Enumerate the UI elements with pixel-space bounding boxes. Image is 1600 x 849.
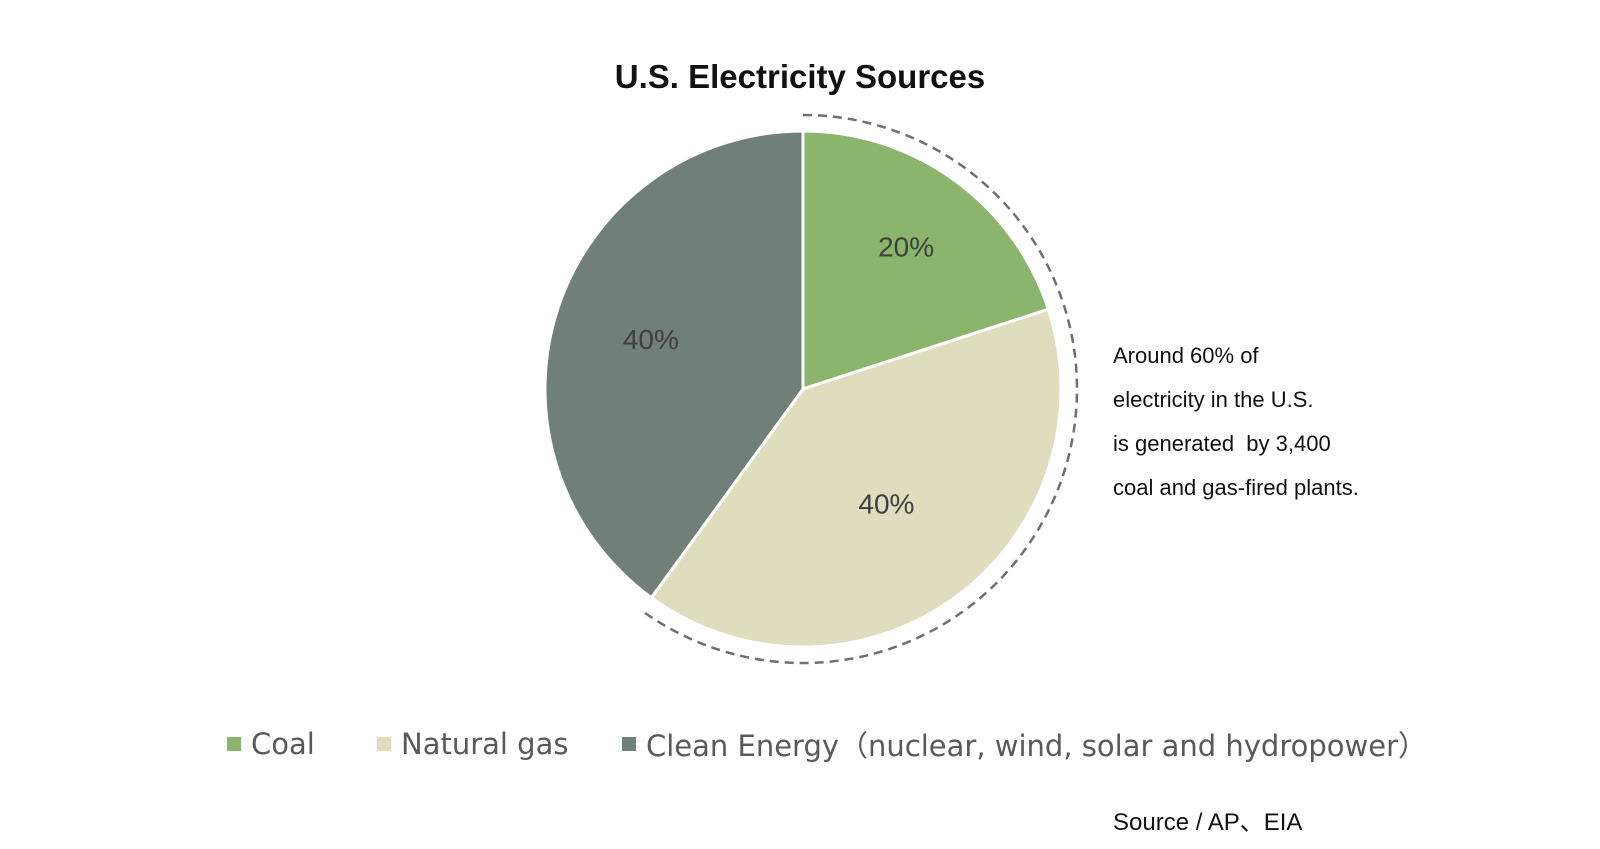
legend-label: Natural gas [401,727,569,761]
chart-legend: Coal Natural gas Clean Energy（nuclear, w… [0,722,1600,766]
source-note: Source / AP、EIA [1113,809,1303,836]
pie-slice-clean-energy [543,129,805,600]
legend-item-clean-energy: Clean Energy（nuclear, wind, solar and hy… [622,722,1427,766]
legend-item-natural-gas: Natural gas [377,722,568,766]
legend-swatch-clean-energy [622,737,636,751]
slice-label-natural-gas: 40% [858,488,914,519]
slice-label-clean-energy: 40% [623,324,679,355]
legend-swatch-coal [227,737,241,751]
annotation-text: Around 60% of electricity in the U.S. is… [1113,334,1473,510]
pie-slice-natural-gas [649,307,1063,649]
annotation-line: coal and gas-fired plants. [1113,475,1359,500]
pie-slice-coal [801,129,1051,392]
pie-slices [543,129,1063,649]
legend-label: Clean Energy（nuclear, wind, solar and hy… [646,729,1427,763]
slice-label-coal: 20% [878,232,934,263]
pie-slice-labels: 20% 40% 40% [623,232,934,520]
legend-item-coal: Coal [227,722,315,766]
annotation-line: is generated by 3,400 [1113,431,1331,456]
annotation-line: electricity in the U.S. [1113,387,1314,412]
highlight-dashed-arc [641,113,1079,665]
legend-swatch-natural-gas [377,737,391,751]
annotation-line: Around 60% of [1113,343,1259,368]
legend-label: Coal [251,727,315,761]
chart-title: U.S. Electricity Sources [614,58,986,95]
